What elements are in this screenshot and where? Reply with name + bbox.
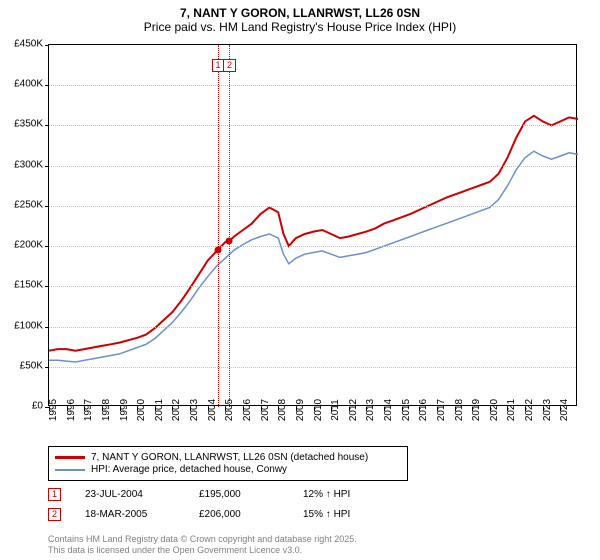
x-axis-label: 2017 bbox=[436, 399, 447, 421]
legend: 7, NANT Y GORON, LLANRWST, LL26 0SN (det… bbox=[48, 446, 408, 481]
x-axis-label: 2016 bbox=[418, 399, 429, 421]
y-axis-label: £100K bbox=[14, 320, 43, 331]
title-block: 7, NANT Y GORON, LLANRWST, LL26 0SN Pric… bbox=[0, 0, 600, 36]
data-point bbox=[214, 247, 221, 254]
sale-marker-icon: 1 bbox=[48, 488, 61, 501]
footer: Contains HM Land Registry data © Crown c… bbox=[48, 534, 357, 556]
legend-swatch bbox=[55, 469, 85, 471]
x-axis-label: 2009 bbox=[295, 399, 306, 421]
chart-area: 12 £0£50K£100K£150K£200K£250K£300K£350K£… bbox=[48, 44, 577, 406]
sale-delta: 15% ↑ HPI bbox=[303, 509, 350, 520]
y-axis-label: £0 bbox=[32, 401, 43, 412]
footer-line1: Contains HM Land Registry data © Crown c… bbox=[48, 534, 357, 545]
x-axis-label: 2013 bbox=[365, 399, 376, 421]
x-axis-label: 1997 bbox=[83, 399, 94, 421]
line-chart-svg bbox=[49, 45, 578, 407]
sale-date: 18-MAR-2005 bbox=[85, 509, 175, 520]
legend-label: HPI: Average price, detached house, Conw… bbox=[91, 464, 287, 475]
sale-row: 2 18-MAR-2005 £206,000 15% ↑ HPI bbox=[48, 508, 350, 521]
sale-row: 1 23-JUL-2004 £195,000 12% ↑ HPI bbox=[48, 488, 350, 501]
x-axis-label: 2021 bbox=[506, 399, 517, 421]
x-axis-label: 2007 bbox=[260, 399, 271, 421]
y-axis-label: £200K bbox=[14, 240, 43, 251]
x-axis-label: 1999 bbox=[119, 399, 130, 421]
legend-row: 7, NANT Y GORON, LLANRWST, LL26 0SN (det… bbox=[55, 452, 401, 463]
x-axis-label: 1996 bbox=[66, 399, 77, 421]
series-line bbox=[49, 116, 578, 351]
y-axis-label: £300K bbox=[14, 159, 43, 170]
series-line bbox=[49, 151, 578, 362]
chart-container: 7, NANT Y GORON, LLANRWST, LL26 0SN Pric… bbox=[0, 0, 600, 560]
y-axis-label: £250K bbox=[14, 199, 43, 210]
legend-row: HPI: Average price, detached house, Conw… bbox=[55, 464, 401, 475]
y-axis-label: £350K bbox=[14, 119, 43, 130]
sale-price: £195,000 bbox=[199, 489, 279, 500]
y-axis-label: £450K bbox=[14, 39, 43, 50]
y-axis-label: £150K bbox=[14, 280, 43, 291]
sale-delta: 12% ↑ HPI bbox=[303, 489, 350, 500]
title-subtitle: Price paid vs. HM Land Registry's House … bbox=[0, 20, 600, 34]
y-axis-label: £50K bbox=[20, 360, 43, 371]
sale-marker-icon: 2 bbox=[48, 508, 61, 521]
x-axis-label: 2010 bbox=[313, 399, 324, 421]
x-axis-label: 2022 bbox=[524, 399, 535, 421]
x-axis-label: 2002 bbox=[171, 399, 182, 421]
x-axis-label: 1998 bbox=[101, 399, 112, 421]
x-axis-label: 2004 bbox=[207, 399, 218, 421]
x-axis-label: 2019 bbox=[471, 399, 482, 421]
x-axis-label: 2020 bbox=[489, 399, 500, 421]
x-axis-label: 2012 bbox=[348, 399, 359, 421]
legend-label: 7, NANT Y GORON, LLANRWST, LL26 0SN (det… bbox=[91, 452, 368, 463]
footer-line2: This data is licensed under the Open Gov… bbox=[48, 545, 357, 556]
x-axis-label: 1995 bbox=[48, 399, 59, 421]
x-axis-label: 2001 bbox=[154, 399, 165, 421]
x-axis-label: 2000 bbox=[136, 399, 147, 421]
x-axis-label: 2018 bbox=[454, 399, 465, 421]
x-axis-label: 2003 bbox=[189, 399, 200, 421]
y-axis-label: £400K bbox=[14, 79, 43, 90]
x-axis-label: 2008 bbox=[277, 399, 288, 421]
plot-area: 12 bbox=[48, 44, 577, 406]
chart-marker-icon: 2 bbox=[223, 59, 236, 72]
sale-price: £206,000 bbox=[199, 509, 279, 520]
legend-swatch bbox=[55, 456, 85, 459]
x-axis-label: 2011 bbox=[330, 399, 341, 421]
x-axis-label: 2023 bbox=[542, 399, 553, 421]
x-axis-label: 2024 bbox=[559, 399, 570, 421]
sale-date: 23-JUL-2004 bbox=[85, 489, 175, 500]
x-axis-label: 2005 bbox=[224, 399, 235, 421]
x-axis-label: 2014 bbox=[383, 399, 394, 421]
x-axis-label: 2015 bbox=[401, 399, 412, 421]
x-axis-label: 2006 bbox=[242, 399, 253, 421]
data-point bbox=[226, 238, 233, 245]
title-address: 7, NANT Y GORON, LLANRWST, LL26 0SN bbox=[0, 6, 600, 20]
